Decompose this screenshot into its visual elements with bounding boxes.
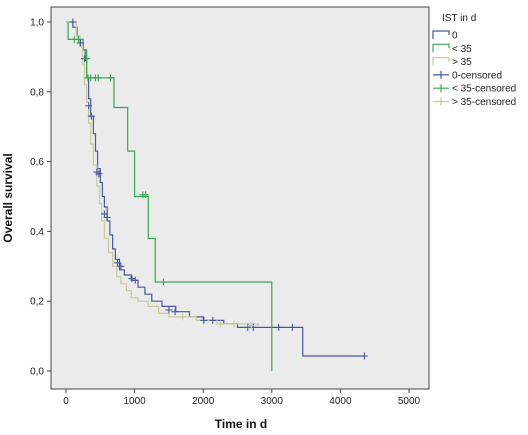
censor-mark-ist-gt35 xyxy=(179,313,187,321)
censor-mark-ist-gt35 xyxy=(247,322,255,330)
legend-symbol-step xyxy=(432,57,450,66)
censor-mark-ist-0 xyxy=(87,112,95,120)
legend: IST in d 0 < 35 > 35 0-censored < 35-censore… xyxy=(432,13,516,108)
censor-mark-ist-gt35 xyxy=(216,320,224,328)
y-tick-label: 0,8 xyxy=(30,87,44,98)
censor-mark-ist-0 xyxy=(171,308,179,316)
x-axis: 0 1000 2000 3000 4000 5000 xyxy=(63,389,421,407)
x-tick-label: 5000 xyxy=(398,396,421,407)
censor-mark-ist-0 xyxy=(128,275,136,283)
censor-mark-ist-lt35 xyxy=(107,74,115,82)
y-tick-label: 0,4 xyxy=(30,227,44,238)
y-tick-label: 0,6 xyxy=(30,157,44,168)
censor-mark-ist-lt35 xyxy=(83,55,91,63)
censor-mark-ist-0 xyxy=(69,18,77,26)
censor-mark-ist-0 xyxy=(360,352,368,360)
legend-symbol-censored xyxy=(433,70,449,79)
censor-marks xyxy=(69,18,368,360)
x-tick-label: 4000 xyxy=(329,396,352,407)
series-lines xyxy=(66,21,365,371)
y-tick-label: 0,0 xyxy=(30,367,44,378)
legend-label: < 35 xyxy=(452,44,472,55)
legend-label: 0-censored xyxy=(452,70,502,81)
censor-mark-ist-lt35 xyxy=(94,74,102,82)
legend-symbol-step xyxy=(432,30,450,39)
legend-title: IST in d xyxy=(442,13,476,24)
legend-symbol-censored xyxy=(433,97,449,106)
legend-label: 0 xyxy=(452,31,458,42)
y-axis: 0,0 0,2 0,4 0,6 0,8 1,0 xyxy=(30,18,51,378)
censor-mark-ist-0 xyxy=(103,213,111,221)
legend-symbol-step xyxy=(432,43,450,53)
survival-curve-ist-gt35 xyxy=(66,21,259,326)
legend-label: > 35 xyxy=(452,57,472,68)
plot-background xyxy=(50,6,430,390)
censor-mark-ist-0 xyxy=(117,262,125,270)
x-tick-label: 1000 xyxy=(123,396,146,407)
x-tick-label: 2000 xyxy=(192,396,215,407)
censor-mark-ist-lt35 xyxy=(159,278,167,286)
censor-mark-ist-lt35 xyxy=(74,35,82,43)
censor-mark-ist-0 xyxy=(275,323,283,331)
censor-mark-ist-0 xyxy=(95,170,103,178)
censor-mark-ist-0 xyxy=(288,323,296,331)
x-axis-title: Time in d xyxy=(215,417,267,431)
censor-mark-ist-0 xyxy=(200,316,208,324)
censor-mark-ist-0 xyxy=(113,259,121,267)
survival-curve-ist-lt35 xyxy=(66,21,273,371)
censor-mark-ist-0 xyxy=(165,306,173,314)
survival-curve-ist-0 xyxy=(66,21,365,357)
y-tick-label: 0,2 xyxy=(30,297,44,308)
censor-mark-ist-lt35 xyxy=(142,191,150,199)
legend-label: > 35-censored xyxy=(452,97,516,108)
censor-mark-ist-0 xyxy=(85,102,93,110)
legend-symbol-censored xyxy=(433,84,449,93)
censor-mark-ist-gt35 xyxy=(230,320,238,328)
x-tick-label: 3000 xyxy=(261,396,284,407)
censor-mark-ist-0 xyxy=(131,276,139,284)
censor-mark-ist-0 xyxy=(209,316,217,324)
y-tick-label: 1,0 xyxy=(30,18,44,29)
legend-label: < 35-censored xyxy=(452,84,516,95)
x-tick-label: 0 xyxy=(63,396,69,407)
y-axis-title: Overall survival xyxy=(1,153,15,242)
